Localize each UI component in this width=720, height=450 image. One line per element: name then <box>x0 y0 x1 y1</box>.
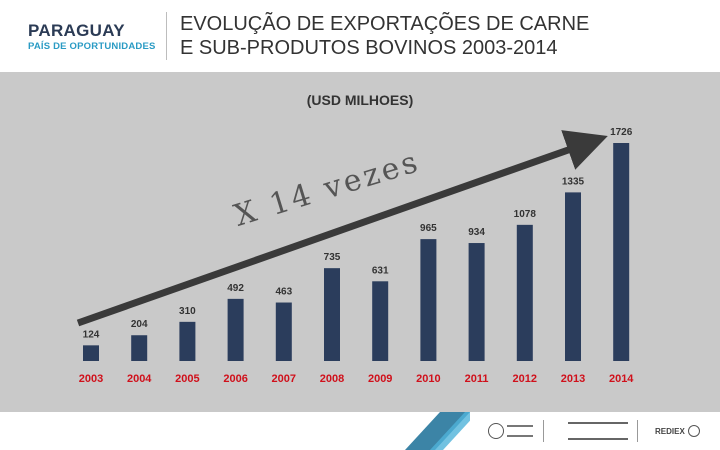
value-label-2007: 463 <box>275 287 292 298</box>
bar-2014 <box>613 143 629 361</box>
rediex-icon <box>688 425 700 437</box>
bar-2012 <box>517 225 533 361</box>
year-label-2005: 2005 <box>175 373 199 385</box>
value-label-2004: 204 <box>131 319 148 330</box>
bar-2003 <box>83 345 99 361</box>
value-label-2013: 1335 <box>562 176 585 187</box>
footer-divider <box>543 420 544 442</box>
bar-2004 <box>131 335 147 361</box>
value-label-2006: 492 <box>227 283 244 294</box>
logo-lines <box>568 422 628 440</box>
rediex-logo: REDIEX <box>655 421 700 441</box>
value-label-2005: 310 <box>179 306 196 317</box>
year-label-2012: 2012 <box>513 373 537 385</box>
value-label-2014: 1726 <box>610 127 633 138</box>
value-label-2009: 631 <box>372 265 389 276</box>
value-label-2012: 1078 <box>514 209 537 220</box>
national-government-logo <box>568 421 628 441</box>
year-label-2014: 2014 <box>609 373 634 385</box>
bar-2008 <box>324 268 340 361</box>
seal-icon <box>488 423 504 439</box>
government-logo <box>488 421 533 441</box>
bar-2011 <box>469 243 485 361</box>
year-label-2007: 2007 <box>272 373 296 385</box>
year-label-2009: 2009 <box>368 373 392 385</box>
growth-annotation: X 14 vezes <box>230 144 424 234</box>
year-label-2013: 2013 <box>561 373 585 385</box>
bar-2006 <box>228 299 244 361</box>
bar-2007 <box>276 303 292 361</box>
rediex-label: REDIEX <box>655 427 685 436</box>
year-label-2004: 2004 <box>127 373 152 385</box>
value-label-2010: 965 <box>420 223 437 234</box>
year-label-2003: 2003 <box>79 373 103 385</box>
bar-2010 <box>420 239 436 361</box>
bar-2009 <box>372 281 388 361</box>
value-label-2011: 934 <box>468 227 485 238</box>
bar-2013 <box>565 192 581 361</box>
bar-2005 <box>179 322 195 361</box>
logo-lines <box>507 425 533 437</box>
year-label-2011: 2011 <box>465 373 489 385</box>
value-label-2008: 735 <box>324 252 341 263</box>
year-label-2008: 2008 <box>320 373 344 385</box>
year-label-2010: 2010 <box>416 373 440 385</box>
year-label-2006: 2006 <box>223 373 247 385</box>
footer-divider <box>637 420 638 442</box>
value-label-2003: 124 <box>83 329 100 340</box>
